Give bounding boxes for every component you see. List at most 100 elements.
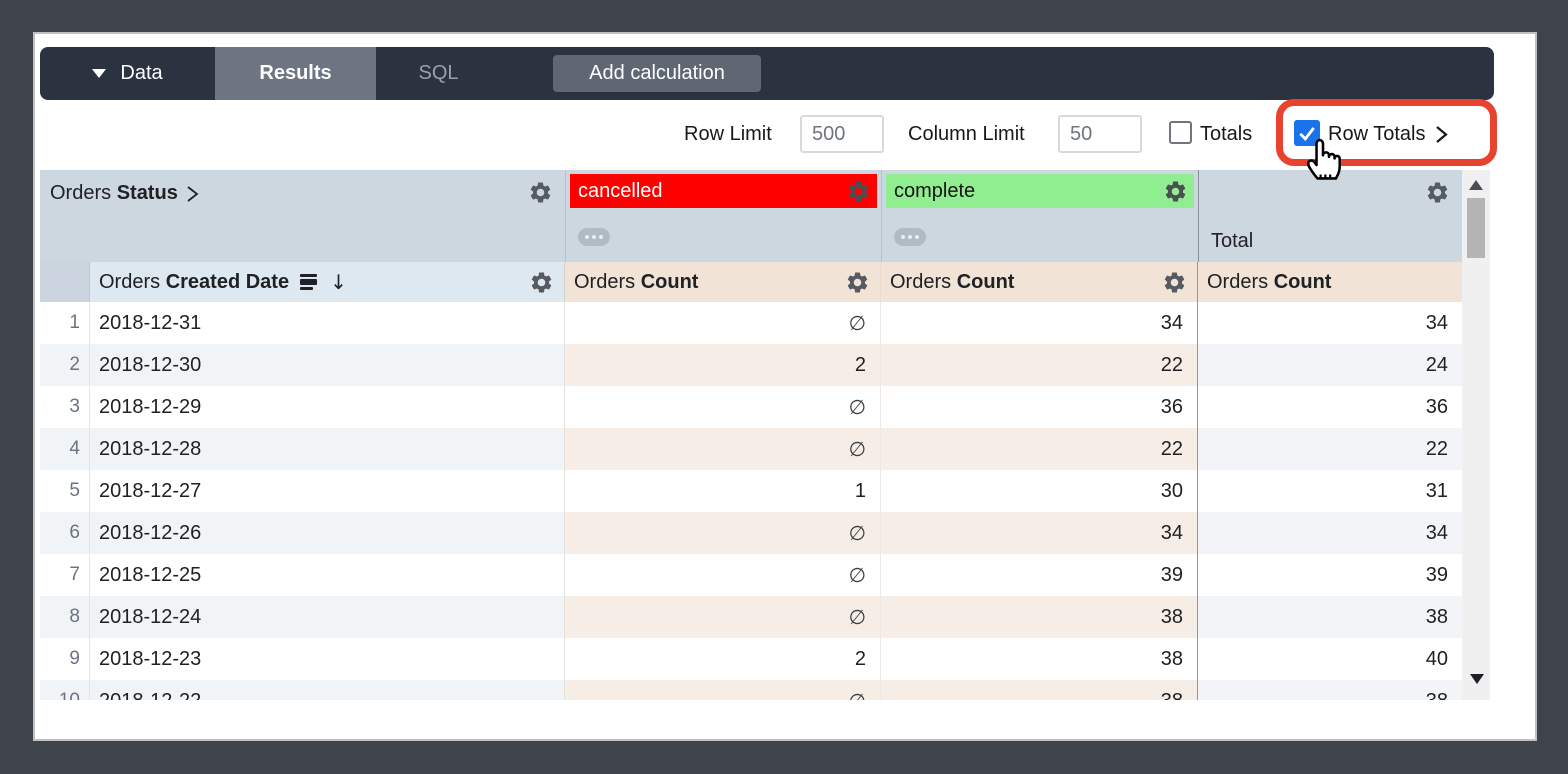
complete-count-cell[interactable]: 22: [881, 344, 1198, 386]
cancelled-count-cell[interactable]: ∅: [565, 302, 881, 344]
complete-count-cell[interactable]: 36: [881, 386, 1198, 428]
complete-count-cell[interactable]: 38: [881, 596, 1198, 638]
complete-count-cell[interactable]: 22: [881, 428, 1198, 470]
total-count-cell[interactable]: 36: [1425, 395, 1448, 418]
add-calculation-label: Add calculation: [589, 62, 725, 84]
date-cell[interactable]: 2018-12-26: [90, 512, 565, 554]
table-row: 10 2018-12-22 ∅ 38 38: [40, 680, 1490, 700]
date-cell[interactable]: 2018-12-22: [90, 680, 565, 700]
date-cell[interactable]: 2018-12-29: [90, 386, 565, 428]
count-header-complete[interactable]: Orders Count: [881, 262, 1198, 302]
caret-down-icon: [92, 69, 107, 78]
total-count-cell[interactable]: 38: [1198, 680, 1462, 700]
cancelled-count-cell[interactable]: ∅: [565, 512, 881, 554]
cancelled-count-cell[interactable]: ∅: [565, 596, 881, 638]
table-row: 4 2018-12-28 ∅ 22 22: [40, 428, 1490, 470]
count-header-total[interactable]: Orders Count: [1198, 262, 1462, 302]
table-row: 2 2018-12-30 2 22 24: [40, 344, 1490, 386]
cancelled-count-cell[interactable]: 2: [565, 344, 881, 386]
complete-count-cell[interactable]: 30: [881, 470, 1198, 512]
row-totals-label-group[interactable]: Row Totals: [1328, 115, 1449, 153]
row-number: 10: [40, 680, 90, 700]
add-calculation-button[interactable]: Add calculation: [553, 55, 761, 92]
pivot-value-cancelled[interactable]: cancelled: [570, 174, 877, 208]
gear-icon[interactable]: [1425, 180, 1450, 205]
gear-icon[interactable]: [529, 270, 554, 295]
pivot-value-complete[interactable]: complete: [886, 174, 1194, 208]
pivot-header-row: Orders Status cancelled com: [40, 170, 1490, 262]
row-number: 7: [40, 554, 90, 596]
cursor-hand-icon: [1302, 135, 1344, 186]
row-totals-label: Row Totals: [1328, 122, 1426, 145]
vertical-scrollbar: [1462, 170, 1490, 700]
table-row: 5 2018-12-27 1 30 31: [40, 470, 1490, 512]
total-count-cell[interactable]: 40: [1425, 647, 1448, 670]
total-count-cell[interactable]: 38: [1198, 596, 1462, 638]
cancelled-count-cell[interactable]: ∅: [565, 428, 881, 470]
date-cell[interactable]: 2018-12-28: [90, 428, 565, 470]
ellipsis-menu-button[interactable]: [894, 228, 926, 246]
scroll-down-arrow-icon[interactable]: [1470, 674, 1484, 684]
tab-sql[interactable]: SQL: [376, 47, 501, 100]
total-count-cell[interactable]: 34: [1425, 311, 1448, 334]
total-count-cell[interactable]: 34: [1198, 512, 1462, 554]
gear-icon[interactable]: [1163, 179, 1188, 204]
complete-count-cell[interactable]: 39: [881, 554, 1198, 596]
complete-count-cell[interactable]: 38: [881, 680, 1198, 700]
pivot-field-header[interactable]: Orders Status: [40, 170, 565, 262]
count-header-label: Orders Count: [890, 270, 1015, 293]
table-row: 3 2018-12-29 ∅ 36 36: [40, 386, 1490, 428]
row-number: 5: [40, 470, 90, 512]
total-count-cell[interactable]: 39: [1425, 563, 1448, 586]
date-column-header[interactable]: Orders Created Date ↓: [90, 262, 565, 302]
table-row: 9 2018-12-23 2 38 40: [40, 638, 1490, 680]
column-limit-input[interactable]: [1058, 115, 1142, 153]
gear-icon[interactable]: [528, 180, 553, 205]
cancelled-count-cell[interactable]: ∅: [565, 680, 881, 700]
tab-sql-label: SQL: [418, 62, 459, 84]
date-cell[interactable]: 2018-12-31: [90, 302, 565, 344]
chevron-right-icon: [1436, 125, 1449, 143]
date-header-label: Orders Created Date: [99, 270, 290, 293]
results-table: Orders Status cancelled com: [40, 170, 1490, 700]
count-header-label: Orders Count: [574, 270, 699, 293]
date-cell[interactable]: 2018-12-23: [90, 638, 565, 680]
complete-count-cell[interactable]: 34: [881, 302, 1198, 344]
cancelled-count-cell[interactable]: 2: [565, 638, 881, 680]
date-cell[interactable]: 2018-12-27: [90, 470, 565, 512]
pivot-value-complete-cell: complete: [881, 170, 1198, 262]
gear-icon[interactable]: [846, 179, 871, 204]
data-section-toggle[interactable]: Data: [40, 47, 215, 100]
row-number-header: [40, 262, 90, 302]
scrollbar-thumb[interactable]: [1467, 198, 1485, 258]
sort-descending-icon: ↓: [330, 270, 347, 294]
table-rows: 1 2018-12-31 ∅ 34 34 2 2018-12-30 2 22 2…: [40, 302, 1490, 700]
row-number: 6: [40, 512, 90, 554]
measure-header-row: Orders Created Date ↓ Orders Count Order…: [40, 262, 1490, 302]
row-limit-label: Row Limit: [684, 123, 772, 145]
complete-count-cell[interactable]: 34: [881, 512, 1198, 554]
date-cell[interactable]: 2018-12-30: [90, 344, 565, 386]
total-count-cell[interactable]: 24: [1198, 344, 1462, 386]
table-row: 6 2018-12-26 ∅ 34 34: [40, 512, 1490, 554]
date-cell[interactable]: 2018-12-25: [90, 554, 565, 596]
complete-count-cell[interactable]: 38: [881, 638, 1198, 680]
row-limit-input[interactable]: [800, 115, 884, 153]
total-label: Total: [1211, 230, 1254, 252]
count-header-cancelled[interactable]: Orders Count: [565, 262, 881, 302]
scroll-up-arrow-icon[interactable]: [1469, 180, 1483, 190]
totals-checkbox[interactable]: [1169, 121, 1192, 144]
gear-icon[interactable]: [845, 270, 870, 295]
total-count-cell[interactable]: 22: [1198, 428, 1462, 470]
gear-icon[interactable]: [1162, 270, 1187, 295]
date-cell[interactable]: 2018-12-24: [90, 596, 565, 638]
total-count-cell[interactable]: 31: [1425, 479, 1448, 502]
count-header-label: Orders Count: [1207, 270, 1332, 293]
cancelled-count-cell[interactable]: ∅: [565, 386, 881, 428]
tab-results[interactable]: Results: [215, 47, 376, 100]
ellipsis-menu-button[interactable]: [578, 228, 610, 246]
row-number: 1: [40, 302, 90, 344]
cancelled-count-cell[interactable]: 1: [565, 470, 881, 512]
cancelled-count-cell[interactable]: ∅: [565, 554, 881, 596]
